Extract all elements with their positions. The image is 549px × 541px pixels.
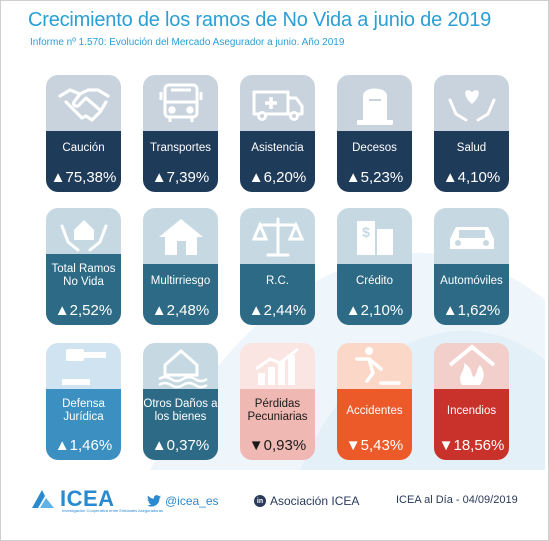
card-automoviles: Automóviles ▲1,62% xyxy=(434,208,509,325)
card-salud: Salud ▲4,10% xyxy=(434,75,509,192)
linkedin-text: Asociación ICEA xyxy=(270,494,360,508)
page-title: Crecimiento de los ramos de No Vida a ju… xyxy=(28,9,492,31)
card-label: Defensa Jurídica xyxy=(62,398,105,423)
page-subtitle: Informe nº 1.570: Evolución del Mercado … xyxy=(30,37,345,48)
heart-hands-icon xyxy=(434,75,509,131)
card-label: Accidentes xyxy=(346,404,403,417)
icea-logo: ICEA xyxy=(30,486,115,512)
card-multirriesgo: Multirriesgo ▲2,48% xyxy=(143,208,218,325)
card-value: ▲2,52% xyxy=(54,302,113,319)
flooded-house-icon xyxy=(143,343,218,389)
card-total-no-vida: Total Ramos No Vida ▲2,52% xyxy=(46,208,121,325)
card-value: ▲0,37% xyxy=(151,437,210,454)
card-value: ▲6,20% xyxy=(248,169,307,186)
card-label: Caución xyxy=(62,141,105,154)
growth-chart-icon xyxy=(240,343,315,389)
card-label: Total Ramos No Vida xyxy=(51,263,116,288)
gavel-icon xyxy=(46,343,121,389)
card-label: Crédito xyxy=(355,274,394,287)
card-value: ▲4,10% xyxy=(442,169,501,186)
card-otros-danos: Otros Daños a los bienes ▲0,37% xyxy=(143,343,218,460)
icea-logo-subtext: Investigación Cooperativa entre Entidade… xyxy=(62,508,163,513)
card-label: Transportes xyxy=(150,141,211,154)
scales-icon xyxy=(240,208,315,264)
card-credito: $ Crédito ▲2,10% xyxy=(337,208,412,325)
svg-text:$: $ xyxy=(362,224,370,240)
card-value: ▲7,39% xyxy=(151,169,210,186)
card-caucion: Caución ▲75,38% xyxy=(46,75,121,192)
card-value: ▲2,48% xyxy=(151,302,210,319)
card-perdidas-pecuniarias: Pérdidas Pecuniarias ▼0,93% xyxy=(240,343,315,460)
house-hands-icon xyxy=(46,208,121,254)
card-value: ▲5,23% xyxy=(345,169,404,186)
tombstone-icon xyxy=(337,75,412,131)
handshake-icon xyxy=(46,75,121,131)
bus-icon xyxy=(143,75,218,131)
twitter-handle-text: @icea_es xyxy=(165,494,219,508)
card-value: ▲1,62% xyxy=(442,302,501,319)
linkedin-link[interactable]: in Asociación ICEA xyxy=(254,494,359,508)
card-label: Incendios xyxy=(446,404,497,417)
twitter-handle[interactable]: @icea_es xyxy=(147,494,219,508)
card-label: Otros Daños a los bienes xyxy=(143,398,218,423)
bank-building-icon: $ xyxy=(337,208,412,264)
card-accidentes: Accidentes ▼5,43% xyxy=(337,343,412,460)
card-value: ▲1,46% xyxy=(54,437,113,454)
card-incendios: Incendios ▼18,56% xyxy=(434,343,509,460)
falling-person-icon xyxy=(337,343,412,389)
card-rc: R.C. ▲2,44% xyxy=(240,208,315,325)
fire-house-icon xyxy=(434,343,509,389)
card-label: Automóviles xyxy=(440,274,503,287)
card-label: Pérdidas Pecuniarias xyxy=(247,398,308,423)
card-transportes: Transportes ▲7,39% xyxy=(143,75,218,192)
icea-logo-mark-icon xyxy=(32,490,54,508)
card-label: Decesos xyxy=(352,141,397,154)
card-label: Multirriesgo xyxy=(150,274,211,287)
ambulance-icon xyxy=(240,75,315,131)
card-value: ▼18,56% xyxy=(438,437,505,454)
card-value: ▲75,38% xyxy=(50,169,117,186)
card-defensa-juridica: Defensa Jurídica ▲1,46% xyxy=(46,343,121,460)
linkedin-icon: in xyxy=(254,495,266,507)
card-label: Salud xyxy=(456,141,487,154)
card-value: ▼0,93% xyxy=(248,437,307,454)
card-asistencia: Asistencia ▲6,20% xyxy=(240,75,315,192)
twitter-icon xyxy=(147,495,161,507)
card-value: ▼5,43% xyxy=(345,437,404,454)
card-value: ▲2,10% xyxy=(345,302,404,319)
card-label: R.C. xyxy=(266,274,289,287)
icea-logo-text: ICEA xyxy=(60,486,115,511)
card-value: ▲2,44% xyxy=(248,302,307,319)
car-icon xyxy=(434,208,509,264)
publication-date: ICEA al Día - 04/09/2019 xyxy=(396,494,518,506)
house-icon xyxy=(143,208,218,264)
card-decesos: Decesos ▲5,23% xyxy=(337,75,412,192)
card-label: Asistencia xyxy=(251,141,304,154)
